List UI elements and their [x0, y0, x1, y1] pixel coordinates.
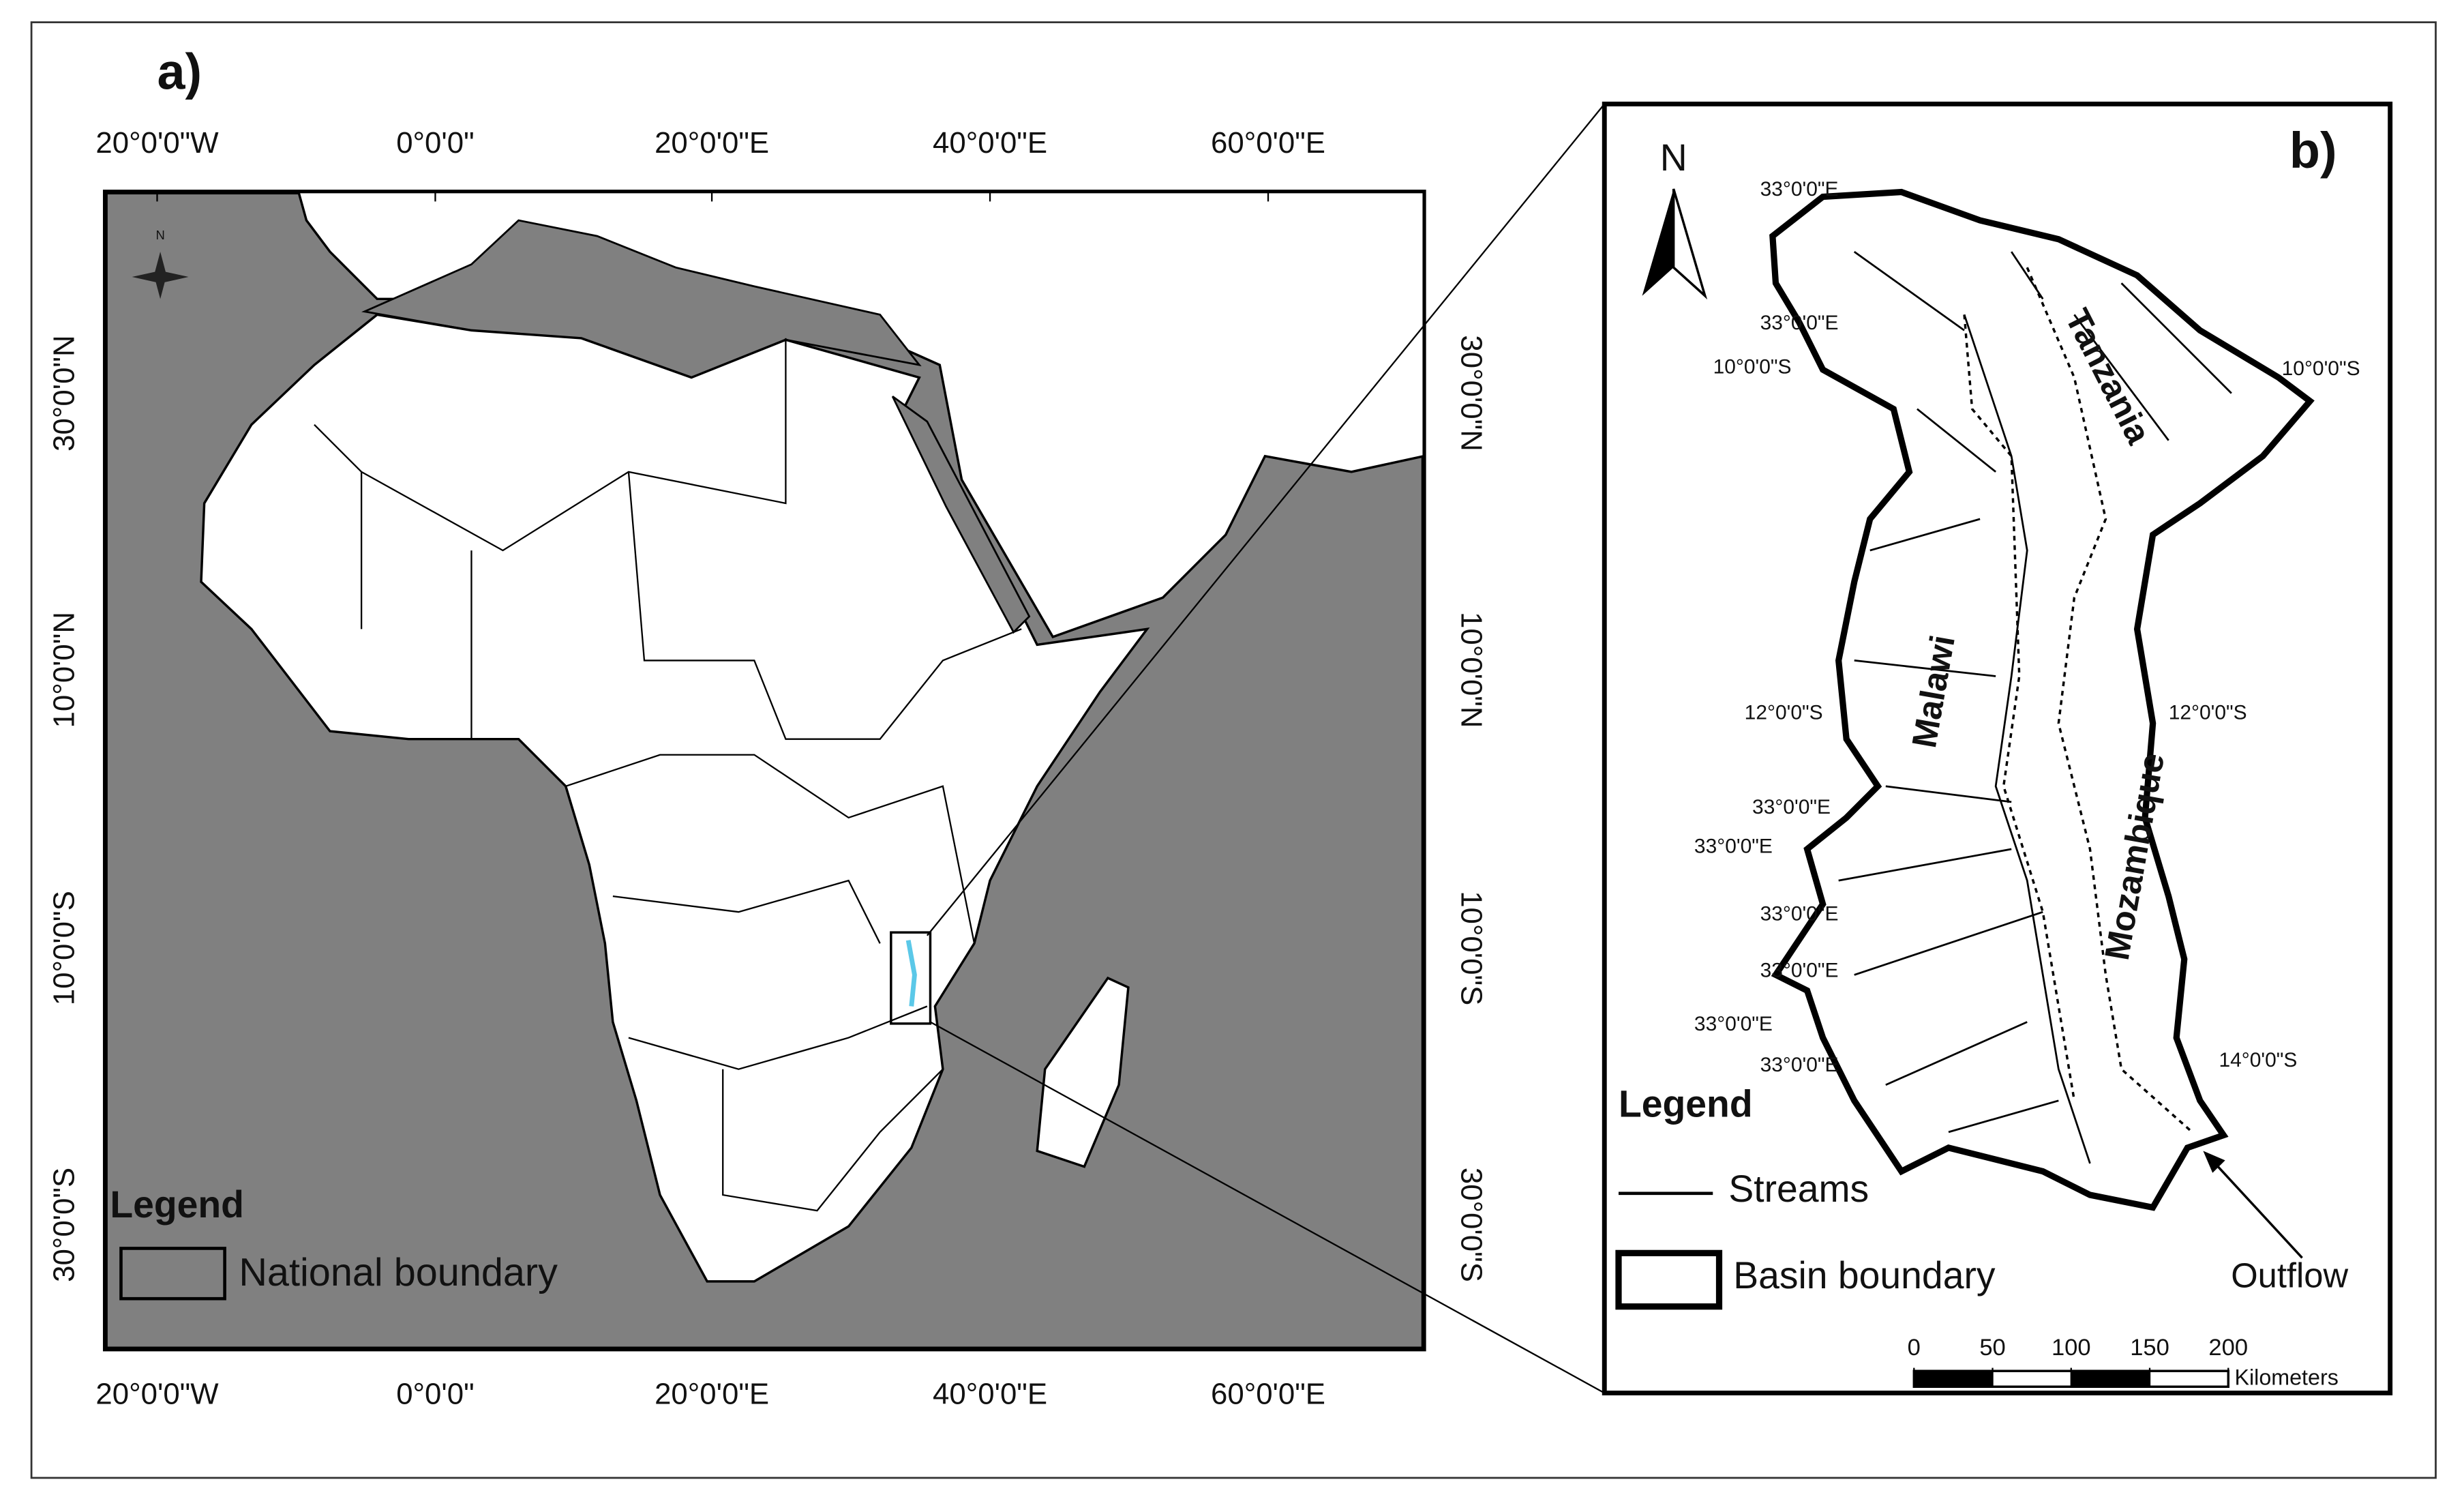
outflow-label: Outflow: [2231, 1256, 2348, 1295]
lon-label: 0°0'0": [396, 1378, 474, 1411]
lon-label: 20°0'0"E: [655, 1378, 769, 1411]
coord-label: 14°0'0"S: [2219, 1049, 2297, 1071]
streams: [1838, 251, 2232, 1164]
compass: N: [132, 228, 189, 299]
red-sea: [891, 396, 1031, 634]
legend-title: Legend: [1619, 1083, 1753, 1125]
legend-item: Streams: [1728, 1168, 1869, 1210]
north-label: N: [155, 228, 164, 242]
scale-label: 50: [1979, 1335, 2005, 1361]
lon-label: 60°0'0"E: [1211, 1378, 1325, 1411]
eurasia: [297, 190, 1425, 638]
national-borders: [1963, 267, 2193, 1133]
national-boundaries: [314, 338, 1022, 1212]
coord-label: 12°0'0"S: [2169, 702, 2247, 724]
lat-label: 30°0'0"N: [1454, 335, 1488, 451]
outflow-arrow: [2207, 1155, 2303, 1259]
madagascar: [1036, 976, 1130, 1168]
coord-label: 10°0'0"S: [2282, 357, 2360, 380]
north-label: N: [1660, 136, 1687, 179]
zoom-line: [929, 1021, 1605, 1394]
legend-title: Legend: [110, 1183, 244, 1226]
legend-item: Basin boundary: [1733, 1254, 1996, 1296]
coord-label: 33°0'0"E: [1694, 1013, 1773, 1035]
legend-swatch: [119, 1247, 226, 1301]
lat-label: 10°0'0"S: [1454, 891, 1488, 1005]
inset-box: [890, 931, 932, 1025]
coord-label: 33°0'0"E: [1760, 1054, 1839, 1076]
basin-boundary: [1769, 188, 2315, 1211]
scale-unit: Kilometers: [2234, 1365, 2338, 1389]
panel-label: b): [2289, 122, 2337, 179]
coord-label: 33°0'0"E: [1760, 903, 1839, 925]
lon-label: 40°0'0"E: [933, 126, 1047, 160]
lat-label: 10°0'0"N: [1454, 612, 1488, 728]
scale-label: 100: [2052, 1335, 2091, 1361]
lat-label: 10°0'0"S: [47, 891, 80, 1005]
coord-label: 33°0'0"E: [1760, 312, 1839, 334]
lake-malawi: [905, 940, 917, 1007]
zoom-line: [926, 103, 1606, 936]
lon-label: 20°0'0"E: [655, 126, 769, 160]
lon-label: 20°0'0"W: [95, 126, 219, 160]
coord-label: 33°0'0"E: [1694, 835, 1773, 858]
lat-label: 30°0'0"S: [47, 1168, 80, 1282]
north-arrow: N: [1642, 136, 1708, 300]
coord-label: 33°0'0"E: [1760, 960, 1839, 982]
lon-label: 40°0'0"E: [933, 1378, 1047, 1411]
lat-label: 30°0'0"N: [47, 335, 80, 451]
coord-label: 33°0'0"E: [1760, 178, 1839, 201]
legend-basin-swatch: [1615, 1249, 1723, 1310]
africa: [200, 313, 1150, 1283]
legend-item: National boundary: [239, 1251, 558, 1294]
scale-label: 200: [2208, 1335, 2248, 1361]
panel-label: a): [157, 44, 202, 100]
scale-segment: [1914, 1371, 1993, 1387]
arrowhead: [2203, 1151, 2225, 1173]
scale-label: 150: [2130, 1335, 2169, 1361]
coord-label: 33°0'0"E: [1752, 796, 1831, 818]
scale-segment: [2071, 1371, 2150, 1387]
scale-label: 0: [1908, 1335, 1921, 1361]
lat-label: 30°0'0"S: [1454, 1168, 1488, 1282]
lon-label: 60°0'0"E: [1211, 126, 1325, 160]
lat-label: 10°0'0"N: [47, 612, 80, 728]
coord-label: 10°0'0"S: [1713, 356, 1792, 379]
lon-label: 0°0'0": [396, 126, 474, 160]
coord-label: 12°0'0"S: [1745, 702, 1823, 724]
lon-label: 20°0'0"W: [95, 1378, 219, 1411]
